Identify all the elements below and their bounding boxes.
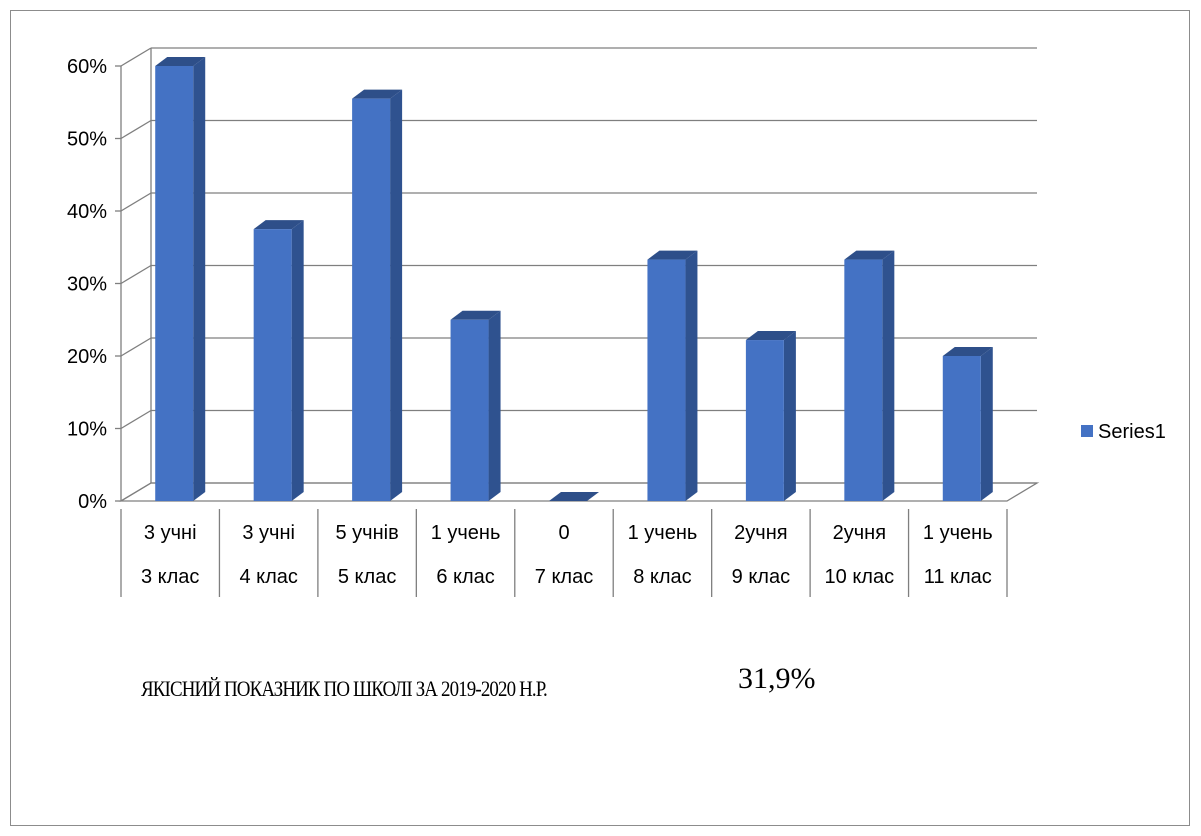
category-label-top: 1 учень [923,522,993,544]
legend-label-series1: Series1 [1098,421,1166,443]
category-label-top: 2учня [833,522,886,544]
category-label-bottom: 7 клас [535,566,593,588]
category-label-bottom: 3 клас [141,566,199,588]
y-axis-tick-labels: 0% 10% 20% 30% 40% 50% 60% [67,56,107,513]
bar-front [253,229,292,501]
category-label-bottom: 10 клас [825,566,895,588]
y-tick-label: 20% [67,346,107,368]
bars [155,57,993,501]
category-label-top: 1 учень [628,522,698,544]
category-label-top: 3 учні [242,522,295,544]
bar-side [488,310,501,501]
bar-front [647,259,686,501]
bar-front [352,98,391,501]
chart-frame: 0% 10% 20% 30% 40% 50% 60% 3 учні 3 клас 3 учні 4… [10,10,1190,826]
bar-side [390,89,403,501]
category-label-top: 1 учень [431,522,501,544]
bar-top [352,89,403,99]
bar-top [450,310,501,320]
bar-top [745,331,796,341]
bar-side [193,57,206,501]
gridline-diagonal [120,192,152,212]
category-table: 3 учні 3 клас 3 учні 4 клас 5 учнів 5 клас 1 у… [120,509,1008,597]
y-tick-label: 0% [78,491,107,513]
gridline-diagonal [120,482,152,502]
bar-top [549,492,599,501]
category-label-bottom: 4 клас [239,566,297,588]
bar-side [980,347,993,501]
legend-swatch [1081,425,1093,437]
category-label-bottom: 5 клас [338,566,396,588]
category-label-top: 0 [558,522,569,544]
bar-top [647,250,698,260]
category-label-bottom: 11 клас [924,566,992,588]
y-tick-label: 10% [67,419,107,441]
bar-1 [155,57,206,501]
y-tick-label: 50% [67,129,107,151]
bar-3 [352,89,403,501]
bar-2 [253,220,304,501]
bar-8 [844,250,895,501]
category-label-bottom: 9 клас [732,566,790,588]
bar-top [844,250,895,260]
bar-front [942,356,981,501]
y-tick-label: 60% [67,56,107,78]
gridline-diagonal [120,409,152,430]
bar-side [783,331,796,501]
footer-value: 31,9% [738,662,816,695]
gridline-diagonal [120,47,152,67]
bar-side [685,250,698,501]
bar-front [450,319,489,501]
category-label-bottom: 8 клас [633,566,691,588]
y-tick-label: 30% [67,274,107,296]
bar-front [745,340,784,501]
bar-top [942,347,993,356]
gridlines [115,47,1037,502]
bar-chart: 0% 10% 20% 30% 40% 50% 60% 3 учні 3 клас 3 учні 4… [67,47,1166,597]
category-label-top: 2учня [734,522,787,544]
bar-side [882,250,895,501]
bar-5 [549,492,599,501]
bar-9 [942,347,993,501]
category-label-top: 3 учні [144,522,197,544]
bar-top [155,57,206,66]
bar-top [253,220,304,230]
gridline-diagonal [120,119,152,140]
gridline-diagonal [120,337,152,357]
bar-6 [647,250,698,501]
footer-title: ЯКІСНИЙ ПОКАЗНИК ПО ШКОЛІ ЗА 2019-2020 Н… [141,676,548,701]
gridline-diagonal [120,264,152,285]
y-tick-label: 40% [67,201,107,223]
bar-front [155,66,194,501]
legend: Series1 [1081,421,1166,443]
bar-front [844,259,883,501]
category-label-bottom: 6 клас [436,566,494,588]
bar-7 [745,331,796,501]
bar-4 [450,310,501,501]
bar-side [291,220,304,501]
category-label-top: 5 учнів [336,522,399,544]
footer: ЯКІСНИЙ ПОКАЗНИК ПО ШКОЛІ ЗА 2019-2020 Н… [141,662,816,702]
